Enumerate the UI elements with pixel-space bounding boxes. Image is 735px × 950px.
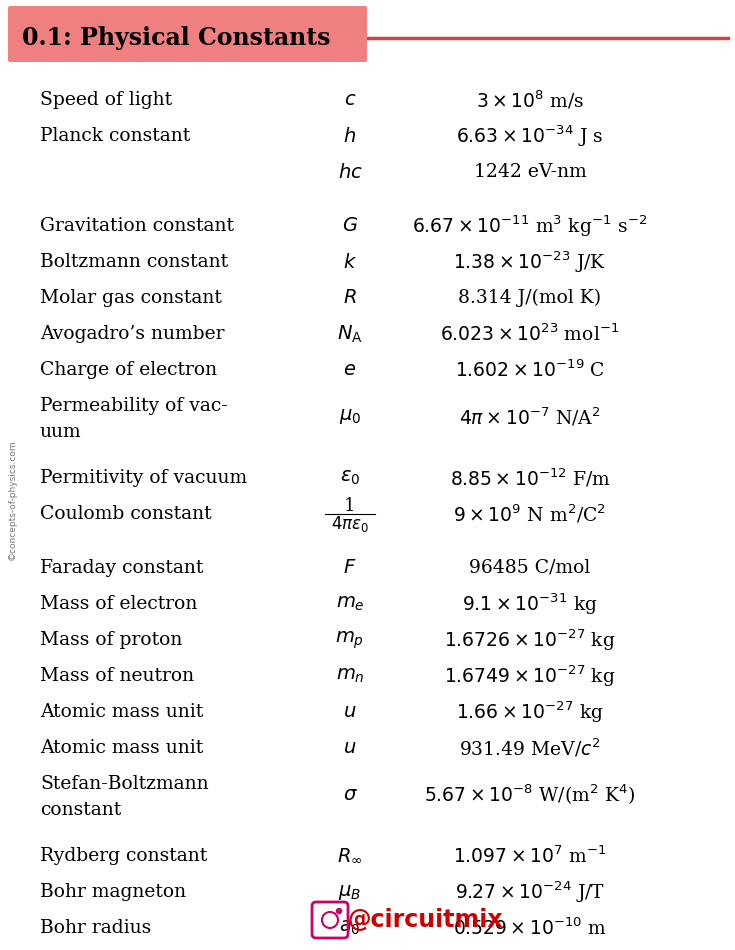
- Text: 0.1: Physical Constants: 0.1: Physical Constants: [22, 26, 331, 50]
- Text: Boltzmann constant: Boltzmann constant: [40, 253, 228, 271]
- Text: $4\pi \times 10^{-7}$ N/A$^2$: $4\pi \times 10^{-7}$ N/A$^2$: [459, 406, 600, 428]
- Text: $9.1 \times 10^{-31}$ kg: $9.1 \times 10^{-31}$ kg: [462, 591, 598, 617]
- Text: $\sigma$: $\sigma$: [343, 786, 357, 804]
- Text: $6.023 \times 10^{23}$ mol$^{-1}$: $6.023 \times 10^{23}$ mol$^{-1}$: [440, 323, 620, 345]
- Text: Mass of neutron: Mass of neutron: [40, 667, 194, 685]
- Text: $e$: $e$: [343, 361, 356, 379]
- Text: $1.097 \times 10^{7}$ m$^{-1}$: $1.097 \times 10^{7}$ m$^{-1}$: [453, 846, 607, 866]
- Circle shape: [337, 908, 342, 914]
- Text: $1.38 \times 10^{-23}$ J/K: $1.38 \times 10^{-23}$ J/K: [453, 249, 606, 275]
- Text: $0.529 \times 10^{-10}$ m: $0.529 \times 10^{-10}$ m: [453, 918, 607, 939]
- Text: constant: constant: [40, 801, 121, 819]
- Text: ©concepts-of-physics.com: ©concepts-of-physics.com: [7, 440, 16, 560]
- Text: Atomic mass unit: Atomic mass unit: [40, 703, 204, 721]
- Text: @circuitmix: @circuitmix: [348, 908, 503, 932]
- Text: Stefan-Boltzmann: Stefan-Boltzmann: [40, 775, 209, 793]
- Text: Molar gas constant: Molar gas constant: [40, 289, 222, 307]
- Text: 1: 1: [344, 497, 356, 515]
- Text: $5.67\times 10^{-8}$ W/(m$^2$ K$^4$): $5.67\times 10^{-8}$ W/(m$^2$ K$^4$): [424, 783, 636, 807]
- Text: $u$: $u$: [343, 739, 356, 757]
- Text: $3 \times 10^{8}$ m/s: $3 \times 10^{8}$ m/s: [476, 88, 584, 111]
- Text: uum: uum: [40, 423, 82, 441]
- Text: $6.63 \times 10^{-34}$ J s: $6.63 \times 10^{-34}$ J s: [456, 124, 603, 149]
- Text: Faraday constant: Faraday constant: [40, 559, 204, 577]
- Text: $\epsilon_0$: $\epsilon_0$: [340, 469, 360, 487]
- Text: $1.6726 \times 10^{-27}$ kg: $1.6726 \times 10^{-27}$ kg: [444, 627, 616, 653]
- Text: Permeability of vac-: Permeability of vac-: [40, 397, 228, 415]
- Text: $\mu_0$: $\mu_0$: [339, 408, 361, 427]
- Text: $F$: $F$: [343, 559, 356, 577]
- Text: $8.85 \times 10^{-12}$ F/m: $8.85 \times 10^{-12}$ F/m: [450, 466, 611, 489]
- Text: $hc$: $hc$: [337, 162, 362, 181]
- Text: $4\pi\epsilon_0$: $4\pi\epsilon_0$: [331, 514, 369, 534]
- Text: Atomic mass unit: Atomic mass unit: [40, 739, 204, 757]
- Text: $R$: $R$: [343, 289, 357, 307]
- Text: $N_\mathrm{A}$: $N_\mathrm{A}$: [337, 323, 363, 345]
- Text: Mass of electron: Mass of electron: [40, 595, 198, 613]
- Text: $1.602 \times 10^{-19}$ C: $1.602 \times 10^{-19}$ C: [455, 359, 605, 381]
- Text: $9 \times 10^{9}$ N m$^2$/C$^2$: $9 \times 10^{9}$ N m$^2$/C$^2$: [453, 503, 606, 525]
- Text: $m_n$: $m_n$: [336, 667, 365, 685]
- Text: Gravitation constant: Gravitation constant: [40, 217, 234, 235]
- Text: $G$: $G$: [342, 217, 358, 235]
- Text: Permitivity of vacuum: Permitivity of vacuum: [40, 469, 247, 487]
- Text: $m_p$: $m_p$: [335, 629, 365, 651]
- Text: 931.49 MeV/$c^2$: 931.49 MeV/$c^2$: [459, 737, 601, 759]
- Text: Mass of proton: Mass of proton: [40, 631, 182, 649]
- Text: Bohr radius: Bohr radius: [40, 919, 151, 937]
- Text: $a_0$: $a_0$: [339, 919, 361, 937]
- Text: $9.27 \times 10^{-24}$ J/T: $9.27 \times 10^{-24}$ J/T: [455, 880, 605, 904]
- Text: Planck constant: Planck constant: [40, 127, 190, 145]
- Text: Avogadro’s number: Avogadro’s number: [40, 325, 224, 343]
- FancyBboxPatch shape: [8, 6, 367, 62]
- Text: Coulomb constant: Coulomb constant: [40, 505, 212, 523]
- Text: $\mu_B$: $\mu_B$: [338, 883, 362, 902]
- Text: Charge of electron: Charge of electron: [40, 361, 217, 379]
- Text: $m_e$: $m_e$: [336, 595, 365, 613]
- Text: $c$: $c$: [344, 91, 356, 109]
- Text: Rydberg constant: Rydberg constant: [40, 847, 207, 865]
- Text: $1.6749 \times 10^{-27}$ kg: $1.6749 \times 10^{-27}$ kg: [444, 663, 616, 689]
- Text: $k$: $k$: [343, 253, 357, 272]
- Text: 96485 C/mol: 96485 C/mol: [470, 559, 591, 577]
- Text: $h$: $h$: [343, 126, 356, 145]
- Text: $1.66 \times 10^{-27}$ kg: $1.66 \times 10^{-27}$ kg: [456, 699, 604, 725]
- Text: $R_{\infty}$: $R_{\infty}$: [337, 847, 362, 865]
- Text: $6.67\times 10^{-11}$ m$^3$ kg$^{-1}$ s$^{-2}$: $6.67\times 10^{-11}$ m$^3$ kg$^{-1}$ s$…: [412, 213, 648, 238]
- Text: Bohr magneton: Bohr magneton: [40, 883, 186, 901]
- Text: 1242 eV-nm: 1242 eV-nm: [473, 163, 587, 181]
- Text: Speed of light: Speed of light: [40, 91, 172, 109]
- Text: $u$: $u$: [343, 703, 356, 721]
- Text: 8.314 J/(mol K): 8.314 J/(mol K): [459, 289, 601, 307]
